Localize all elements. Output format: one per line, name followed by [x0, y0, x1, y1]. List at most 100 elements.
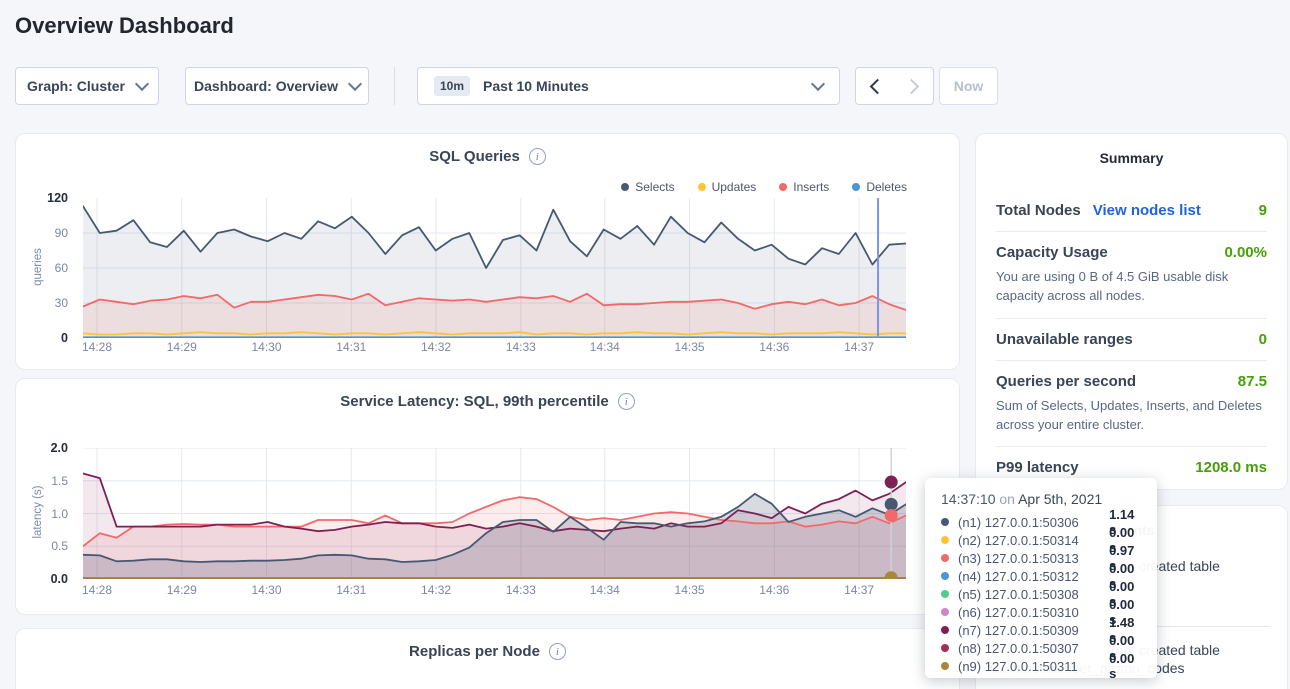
x-tick-label: 14:36 — [759, 583, 790, 597]
graph-dropdown-label: Graph: Cluster — [26, 78, 125, 94]
queries-per-second-value: 87.5 — [1237, 372, 1267, 390]
y-tick-label: 30 — [54, 296, 68, 310]
node-address: (n3) 127.0.0.1:50313 — [958, 550, 1079, 566]
node-color-dot-icon — [941, 608, 949, 616]
legend-dot-icon — [621, 183, 630, 191]
y-axis-ticks: 0.0 0.5 1.0 1.5 2.0 — [24, 441, 76, 586]
info-icon[interactable] — [528, 148, 546, 165]
node-latency-value: 0.00 s — [1109, 633, 1135, 663]
chart-hover-tooltip: 14:37:10 on Apr 5th, 2021 (n1) 127.0.0.1… — [925, 478, 1157, 681]
chevron-down-icon — [810, 76, 826, 92]
legend-item[interactable]: Selects — [621, 180, 675, 194]
x-tick-label: 14:30 — [251, 583, 282, 597]
p99-latency-label: P99 latency — [996, 459, 1079, 477]
node-address: (n1) 127.0.0.1:50306 — [958, 514, 1079, 530]
node-latency-value: 0.97 s — [1109, 543, 1135, 573]
toolbar-divider — [394, 67, 395, 105]
legend-label: Updates — [711, 180, 757, 194]
legend-item[interactable]: Updates — [697, 180, 757, 194]
graph-dropdown[interactable]: Graph: Cluster — [15, 67, 159, 105]
x-tick-label: 14:31 — [336, 583, 367, 597]
now-button[interactable]: Now — [939, 67, 998, 105]
legend-dot-icon — [852, 183, 861, 191]
dashboard-dropdown[interactable]: Dashboard: Overview — [185, 67, 369, 105]
x-tick-label: 14:34 — [589, 340, 620, 354]
node-color-dot-icon — [941, 554, 949, 562]
node-address: (n5) 127.0.0.1:50308 — [958, 586, 1079, 602]
info-icon[interactable] — [617, 393, 635, 410]
node-latency-value: 1.48 s — [1109, 615, 1135, 645]
chart-title: SQL Queries — [429, 148, 520, 165]
tooltip-node-row: (n1) 127.0.0.1:50306 1.14 s — [941, 507, 1145, 537]
service-latency-plot[interactable] — [82, 447, 907, 585]
node-color-dot-icon — [941, 590, 949, 598]
time-range-label: Past 10 Minutes — [483, 78, 589, 94]
chart-legend: Selects Updates Inserts Deletes — [621, 180, 907, 194]
tooltip-node-row: (n8) 127.0.0.1:50307 0.00 s — [941, 633, 1145, 663]
y-tick-label: 0.5 — [51, 539, 68, 554]
page-title: Overview Dashboard — [15, 13, 234, 38]
node-latency-value: 0.00 s — [1109, 579, 1135, 609]
x-tick-label: 14:28 — [81, 583, 113, 597]
legend-label: Inserts — [793, 180, 830, 194]
capacity-usage-description: You are using 0 B of 4.5 GiB usable disk… — [996, 269, 1229, 303]
info-icon[interactable] — [548, 643, 566, 660]
x-tick-label: 14:37 — [844, 340, 875, 354]
tooltip-node-row: (n4) 127.0.0.1:50312 0.00 s — [941, 561, 1145, 591]
y-tick-label: 0 — [61, 331, 68, 345]
x-tick-label: 14:35 — [674, 340, 705, 354]
tooltip-node-row: (n5) 127.0.0.1:50308 0.00 s — [941, 579, 1145, 609]
legend-item[interactable]: Deletes — [852, 180, 907, 194]
x-axis-ticks: 14:28 14:29 14:30 14:31 14:32 14:33 14:34 14:35… — [82, 583, 906, 599]
node-color-dot-icon — [941, 626, 949, 634]
view-nodes-list-link[interactable]: View nodes list — [1092, 202, 1201, 219]
time-next-button[interactable] — [894, 67, 934, 105]
node-latency-value: 0.00 s — [1109, 561, 1135, 591]
unavailable-ranges-value: 0 — [1258, 330, 1267, 348]
time-range-badge: 10m — [434, 76, 471, 96]
x-tick-label: 14:33 — [505, 340, 536, 354]
time-prev-button[interactable] — [855, 67, 895, 105]
y-tick-label: 2.0 — [50, 441, 68, 455]
service-latency-chart-panel: Service Latency: SQL, 99th percentile la… — [15, 378, 960, 615]
tooltip-node-row: (n6) 127.0.0.1:50310 0.00 s — [941, 597, 1145, 627]
legend-dot-icon — [779, 183, 788, 191]
y-tick-label: 1.5 — [51, 473, 68, 488]
node-latency-value: 0.00 s — [1109, 651, 1135, 681]
chevron-down-icon — [134, 76, 150, 92]
tooltip-node-row: (n7) 127.0.0.1:50309 1.48 s — [941, 615, 1145, 645]
sql-queries-chart-panel: SQL Queries Selects Updates Inserts Deletes… — [15, 133, 960, 370]
node-address: (n8) 127.0.0.1:50307 — [958, 640, 1079, 656]
node-color-dot-icon — [941, 536, 949, 544]
node-color-dot-icon — [941, 662, 949, 670]
y-axis-ticks: 0 30 60 90 120 — [24, 191, 76, 345]
time-range-selector[interactable]: 10m Past 10 Minutes — [417, 67, 840, 105]
summary-panel: Summary Total Nodes View nodes list 9 Ca… — [975, 133, 1288, 490]
x-tick-label: 14:37 — [844, 583, 875, 597]
capacity-usage-value: 0.00% — [1224, 244, 1267, 261]
x-tick-label: 14:32 — [421, 340, 452, 354]
y-tick-label: 60 — [54, 261, 68, 275]
dashboard-dropdown-label: Dashboard: Overview — [194, 78, 338, 94]
tooltip-timestamp: 14:37:10 on Apr 5th, 2021 — [941, 491, 1103, 507]
x-tick-label: 14:34 — [589, 583, 620, 597]
x-tick-label: 14:33 — [505, 583, 536, 597]
node-address: (n4) 127.0.0.1:50312 — [958, 568, 1079, 584]
chevron-right-icon — [903, 78, 920, 94]
node-address: (n6) 127.0.0.1:50310 — [958, 604, 1079, 620]
unavailable-ranges-label: Unavailable ranges — [996, 330, 1133, 348]
replicas-per-node-chart-panel: Replicas per Node — [15, 628, 960, 689]
sql-queries-plot[interactable] — [82, 198, 907, 339]
node-latency-value: 0.00 s — [1109, 597, 1135, 627]
queries-per-second-description: Sum of Selects, Updates, Inserts, and De… — [996, 397, 1262, 432]
chevron-down-icon — [347, 76, 363, 92]
node-color-dot-icon — [941, 518, 949, 526]
y-tick-label: 120 — [47, 191, 68, 205]
legend-item[interactable]: Inserts — [779, 180, 829, 194]
tooltip-node-row: (n2) 127.0.0.1:50314 0.00 s — [941, 525, 1145, 555]
x-tick-label: 14:35 — [674, 583, 705, 597]
node-address: (n2) 127.0.0.1:50314 — [958, 532, 1079, 548]
node-address: (n9) 127.0.0.1:50311 — [958, 658, 1078, 674]
total-nodes-label: Total Nodes — [996, 202, 1081, 219]
x-tick-label: 14:29 — [166, 340, 197, 354]
